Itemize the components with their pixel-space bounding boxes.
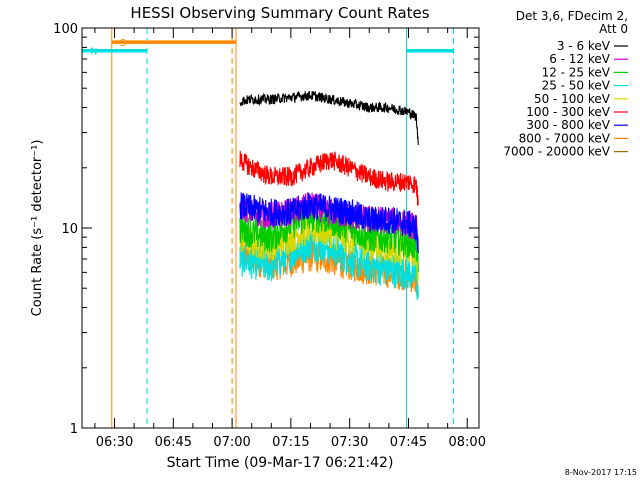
series-line-100-300-kev	[239, 150, 419, 206]
y-tick-label-100: 100	[53, 22, 78, 37]
chart-title: HESSI Observing Summary Count Rates	[130, 4, 429, 22]
footer-date: 8-Nov-2017 17:15	[565, 468, 637, 477]
legend-label-50-100-kev: 50 - 100 keV	[534, 92, 611, 106]
series-line-25-50-kev	[239, 229, 419, 300]
x-tick-label-06-30: 06:30	[96, 435, 133, 450]
flag-label-n: N	[90, 47, 97, 58]
legend-header-line-0: Det 3,6, FDecim 2,	[516, 9, 628, 23]
x-tick-label-07-45: 07:45	[390, 435, 427, 450]
legend-label-6-12-kev: 6 - 12 keV	[549, 52, 611, 66]
legend-header-line-1: Att 0	[599, 22, 628, 36]
x-tick-label-07-00: 07:00	[213, 435, 250, 450]
x-axis-label: Start Time (09-Mar-17 06:21:42)	[167, 455, 394, 471]
series-line-300-800-kev	[239, 192, 419, 254]
series-line-3-6-kev	[239, 90, 419, 146]
y-tick-label-1: 1	[70, 422, 78, 437]
x-tick-label-06-45: 06:45	[155, 435, 192, 450]
flag-label-s: S	[120, 38, 126, 49]
legend-label-12-25-kev: 12 - 25 keV	[542, 65, 611, 79]
series-line-800-7000-kev	[239, 237, 419, 298]
legend-label-3-6-kev: 3 - 6 keV	[557, 39, 611, 53]
y-axis-label: Count Rate (s⁻¹ detector⁻¹)	[30, 140, 45, 317]
legend-label-100-300-kev: 100 - 300 keV	[526, 105, 610, 119]
x-tick-label-08-00: 08:00	[449, 435, 486, 450]
x-tick-label-07-15: 07:15	[272, 435, 309, 450]
legend-label-25-50-kev: 25 - 50 keV	[542, 79, 611, 93]
legend-label-800-7000-kev: 800 - 7000 keV	[519, 131, 611, 145]
x-tick-label-07-30: 07:30	[331, 435, 368, 450]
legend-label-7000-20000-kev: 7000 - 20000 keV	[503, 145, 610, 159]
legend-label-300-800-kev: 300 - 800 keV	[526, 118, 610, 132]
y-tick-label-10: 10	[61, 222, 78, 237]
